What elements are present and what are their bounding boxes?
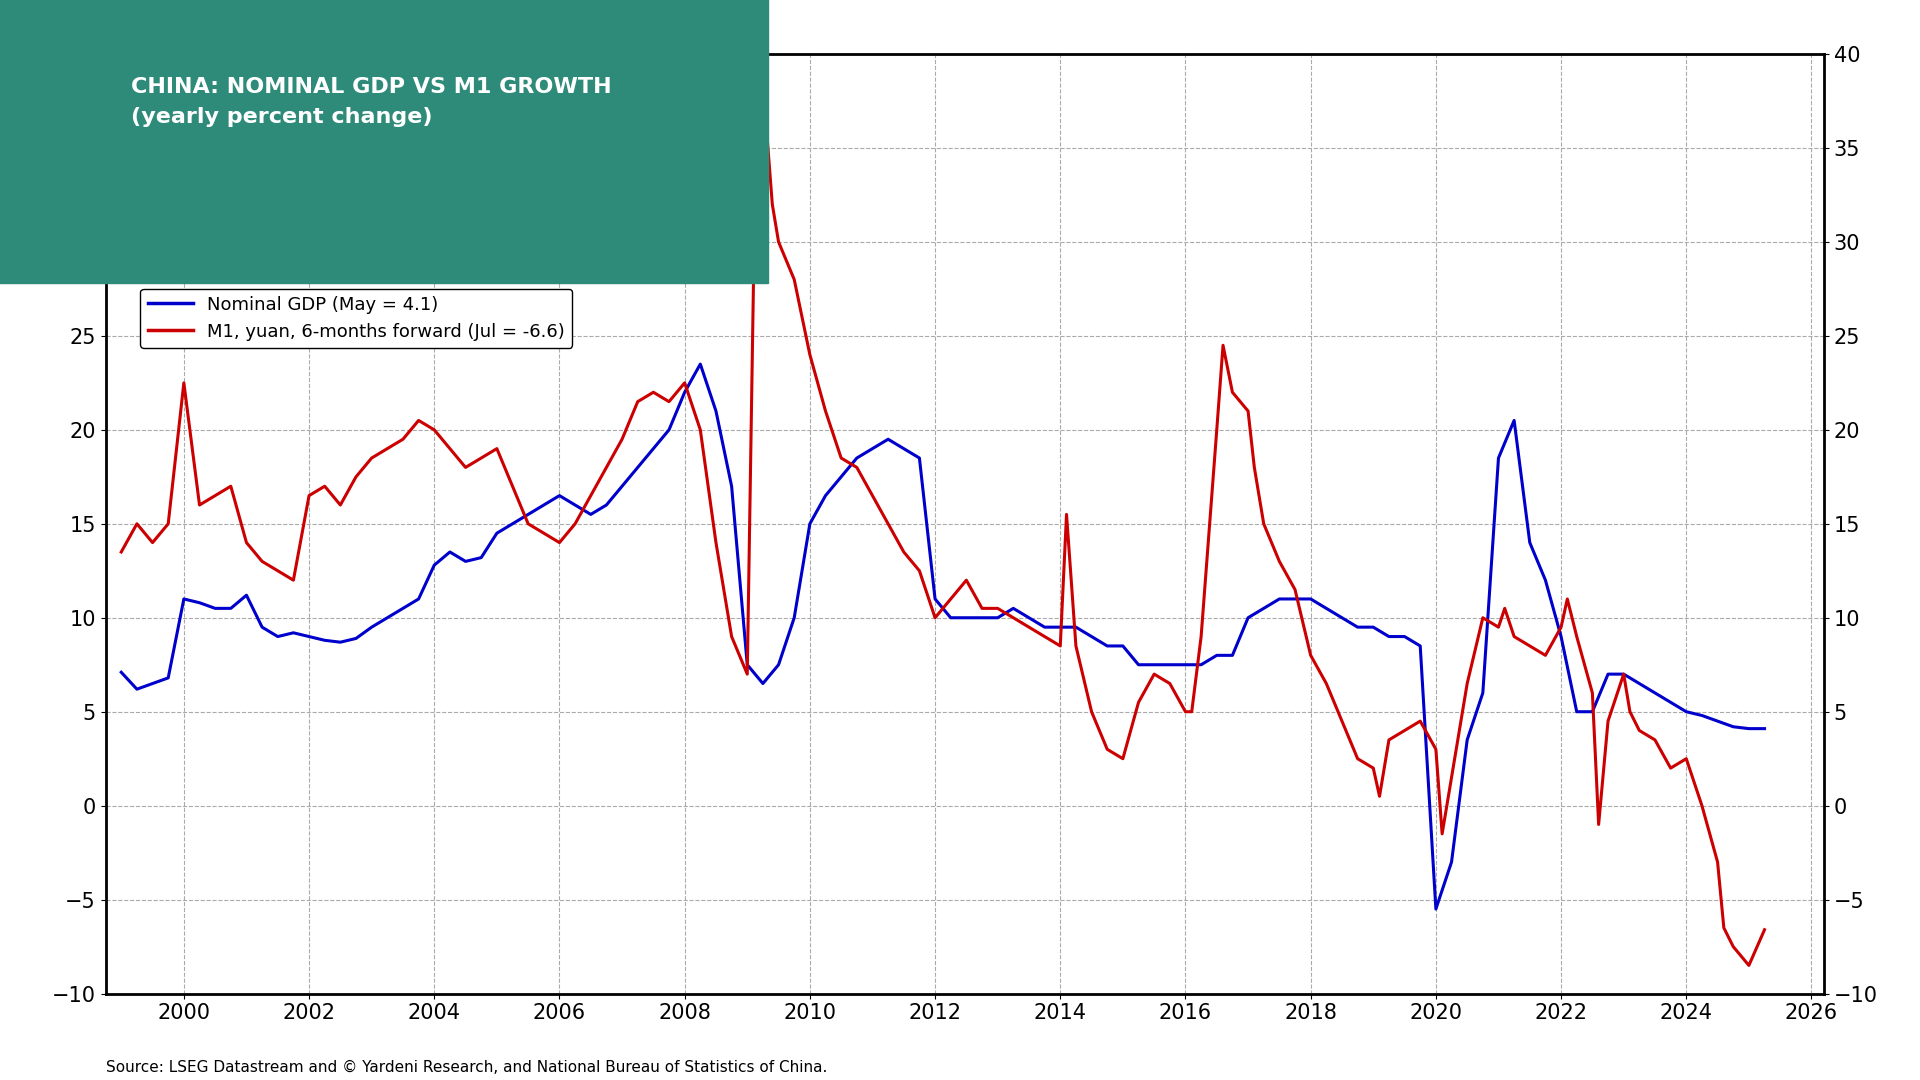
Legend: Nominal GDP (May = 4.1), M1, yuan, 6-months forward (Jul = -6.6): Nominal GDP (May = 4.1), M1, yuan, 6-mon… (140, 288, 572, 348)
Text: Source: LSEG Datastream and © Yardeni Research, and National Bureau of Statistic: Source: LSEG Datastream and © Yardeni Re… (106, 1059, 828, 1075)
Text: CHINA: NOMINAL GDP VS M1 GROWTH
(yearly percent change): CHINA: NOMINAL GDP VS M1 GROWTH (yearly … (131, 78, 612, 127)
